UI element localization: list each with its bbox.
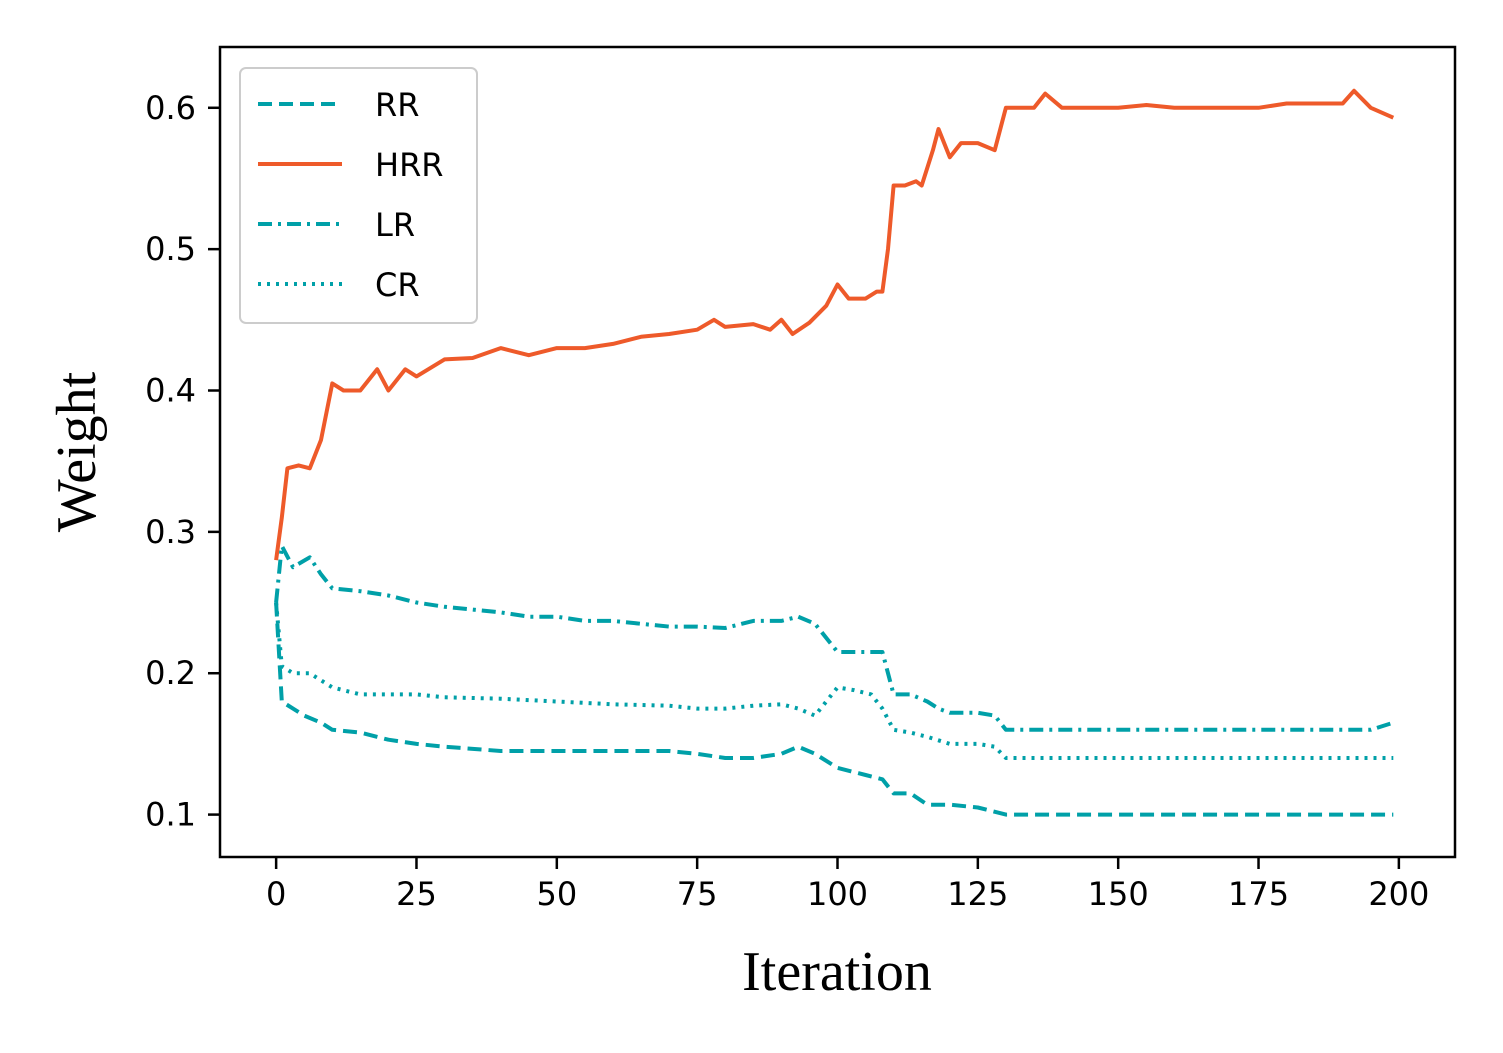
x-axis-title: Iteration bbox=[742, 941, 932, 1003]
series-layer bbox=[274, 88, 1395, 817]
x-tick-label: 25 bbox=[396, 875, 437, 913]
x-tick-label: 200 bbox=[1368, 875, 1429, 913]
legend-box bbox=[239, 67, 478, 324]
y-tick-label: 0.6 bbox=[145, 89, 196, 127]
y-axis-title: Weight bbox=[46, 371, 108, 532]
legend-label-hrr: HRR bbox=[375, 146, 444, 184]
series-line-hrr bbox=[274, 88, 1395, 561]
series-line-cr bbox=[274, 602, 1394, 760]
y-tick-label: 0.3 bbox=[145, 513, 196, 551]
x-tick-label: 175 bbox=[1228, 875, 1289, 913]
series-line-lr bbox=[274, 544, 1394, 732]
x-tick-label: 125 bbox=[947, 875, 1008, 913]
x-tick-label: 50 bbox=[536, 875, 577, 913]
x-tick-label: 75 bbox=[677, 875, 718, 913]
x-tick-label: 100 bbox=[807, 875, 868, 913]
y-tick-label: 0.5 bbox=[145, 230, 196, 268]
legend-label-cr: CR bbox=[375, 266, 420, 304]
series-line-rr bbox=[274, 602, 1394, 817]
legend: RR HRR LR CR bbox=[239, 67, 478, 324]
x-tick-label: 0 bbox=[266, 875, 286, 913]
y-tick-label: 0.2 bbox=[145, 654, 196, 692]
y-tick-label: 0.1 bbox=[145, 796, 196, 834]
legend-label-rr: RR bbox=[375, 86, 419, 124]
x-tick-label: 150 bbox=[1088, 875, 1149, 913]
ticks-layer: 0 25 50 75 100 125 150 175 200 0.1 0.2 0.3 0.4 0.5 0.6 bbox=[145, 89, 1429, 913]
legend-label-lr: LR bbox=[375, 206, 415, 244]
y-tick-label: 0.4 bbox=[145, 372, 196, 410]
